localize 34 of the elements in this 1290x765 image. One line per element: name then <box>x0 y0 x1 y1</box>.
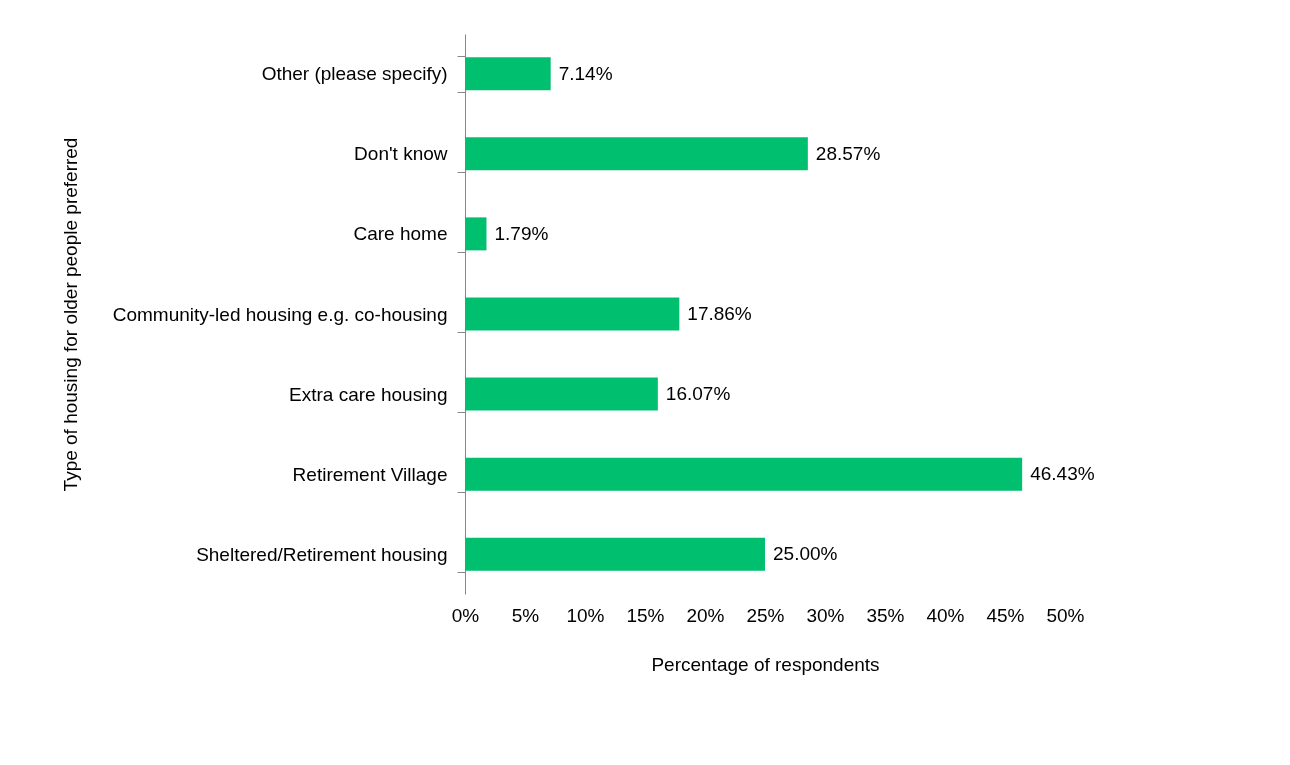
y-tick-label: Other (please specify) <box>261 63 448 85</box>
x-tick-label: 20% <box>686 604 725 626</box>
y-axis-title: Type of housing for older people preferred <box>59 137 81 492</box>
y-tick-label: Don't know <box>354 143 448 165</box>
x-tick-label: 15% <box>626 604 665 626</box>
x-tick-label: 30% <box>806 604 845 626</box>
data-label: 17.86% <box>687 303 752 324</box>
data-label: 16.07% <box>665 383 731 405</box>
bar <box>465 217 487 251</box>
data-label: 7.14% <box>558 62 613 84</box>
data-label: 28.57% <box>815 142 881 164</box>
y-tick-label: Sheltered/Retirement housing <box>196 543 448 565</box>
bar <box>465 297 680 331</box>
data-label: 1.79% <box>494 222 549 244</box>
x-tick-label: 25% <box>746 604 785 626</box>
y-tick-label: Care home <box>353 223 448 245</box>
data-label: 25.00% <box>773 543 838 565</box>
y-tick-label: Retirement Village <box>292 463 448 485</box>
x-tick-label: 40% <box>926 604 965 626</box>
y-tick-label: Community-led housing e.g. co-housing <box>112 303 448 325</box>
x-tick-label: 35% <box>866 604 905 626</box>
x-tick-label: 45% <box>986 604 1025 626</box>
x-tick-label: 0% <box>451 604 480 626</box>
bar <box>465 57 551 91</box>
bar <box>465 137 808 171</box>
x-tick-label: 5% <box>511 604 540 626</box>
data-label: 46.43% <box>1030 463 1095 485</box>
y-tick-label: Extra care housing <box>289 383 448 405</box>
x-tick-label: 10% <box>566 604 605 626</box>
x-axis-title: Percentage of respondents <box>651 653 880 675</box>
bar <box>465 377 658 411</box>
bar <box>465 457 1023 491</box>
x-tick-label: 50% <box>1046 604 1085 626</box>
bar <box>465 537 765 571</box>
